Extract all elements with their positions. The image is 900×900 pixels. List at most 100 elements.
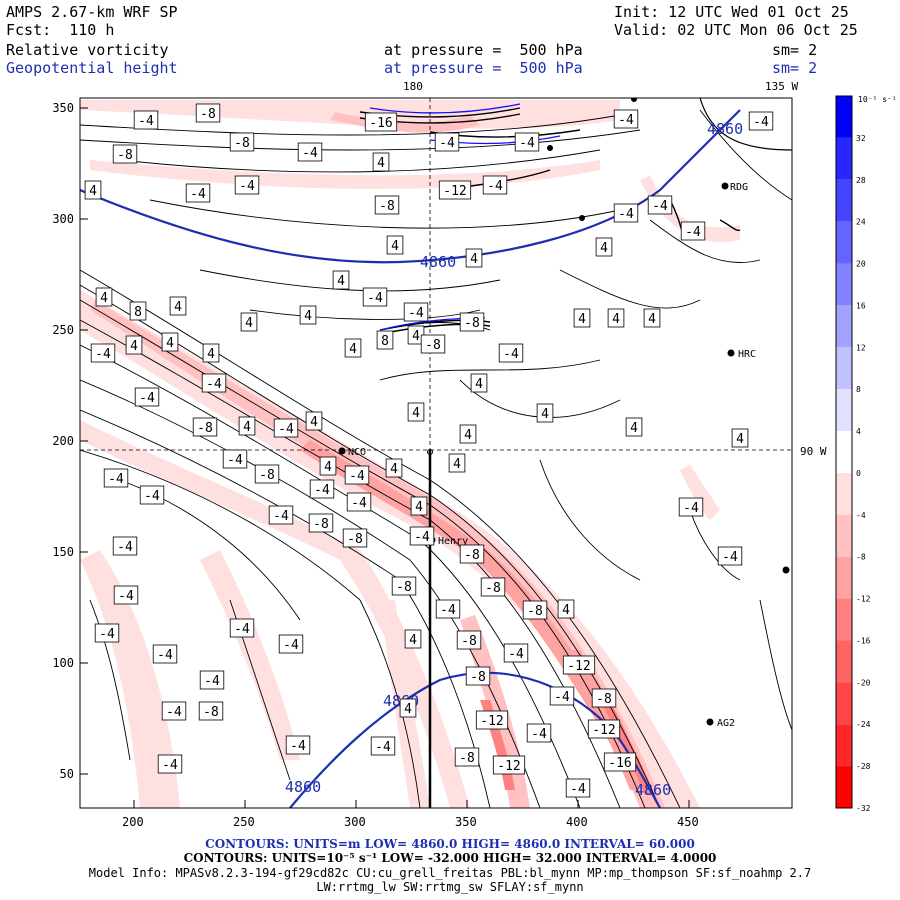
colorbar-swatch [836,598,852,641]
contour-label-box [222,449,248,469]
pressure-label-1: at pressure = [384,41,502,59]
contour-label-box [229,132,255,152]
height-label-southwest: 4860 [285,778,321,796]
contour-label-text: -4 [349,469,365,484]
colorbar-swatch [836,263,852,306]
colorbar-tick-label: -32 [856,804,871,813]
contour-label-box [309,479,335,499]
colorbar-tick-label: -20 [856,678,871,687]
x-tick-450: 450 [677,815,699,829]
forecast-hour-label: Fcst: 110 h [6,22,114,39]
contour-label-text: -4 [519,136,535,151]
contour-label-text: -8 [464,548,480,563]
contour-label-text: -4 [108,472,124,487]
colorbar-tick-label: -4 [856,511,866,520]
contour-label-text: -4 [144,489,160,504]
contour-label-text: -8 [347,532,363,547]
contour-label-text: -4 [204,674,220,689]
contour-label-box [268,505,294,525]
contour-label-text: -4 [652,199,668,214]
colorbar-swatch [836,682,852,725]
colorbar-swatch [836,556,852,599]
contour-label-box [470,373,488,393]
x-tick-350: 350 [455,815,477,829]
contour-label-box [185,183,211,203]
contour-label-text: 4 [324,460,332,475]
contour-label-text: 4 [377,156,385,171]
contour-label-box [492,755,526,775]
contour-label-box [434,132,460,152]
contour-label-text: -4 [138,114,154,129]
contour-label-box [112,144,138,164]
colorbar-units: 10⁻⁵ s⁻¹ [858,95,897,104]
contour-label-text: -12 [443,184,466,199]
pressure-value-2: 500 hPa [519,59,583,77]
colorbar-tick-label: -16 [856,636,871,645]
contour-label-text: -8 [234,136,250,151]
contour-label-text: -4 [157,648,173,663]
field1-name: Relative vorticity [6,41,169,59]
contour-label-box [332,270,350,290]
contour-label-text: -4 [166,705,182,720]
contour-label-text: 4 [562,603,570,618]
contour-label-box [459,544,485,564]
contour-label-box [717,546,743,566]
contour-label-text: -4 [439,136,455,151]
contour-label-box [133,110,159,130]
contour-label-text: -8 [379,199,395,214]
contour-label-text: 4 [412,406,420,421]
contour-label-box [234,175,260,195]
contour-label-text: -16 [608,756,631,771]
station-nco: NCO [348,447,366,458]
colorbar-swatch [836,766,852,808]
contour-label-box [95,287,113,307]
contour-label-text: -4 [570,782,586,797]
contour-label-box [562,655,596,675]
contour-label-text: -4 [95,347,111,362]
contour-label-box [680,221,706,241]
contour-label-box [410,496,428,516]
x-tick-250: 250 [233,815,255,829]
contour-label-box [125,335,143,355]
contour-label-text: -4 [508,647,524,662]
colorbar-tick-label: -24 [856,720,871,729]
contour-label-text: 4 [404,702,412,717]
contour-label-box [407,402,425,422]
contour-label-box [342,528,368,548]
contour-label-box [113,585,139,605]
y-tick-200: 200 [52,434,74,448]
contour-label-text: -4 [234,622,250,637]
contour-label-text: -8 [470,670,486,685]
y-axis-labels: 50 100 150 200 250 300 350 [52,101,74,781]
contour-label-text: -4 [162,758,178,773]
contour-label-text: -8 [313,517,329,532]
contour-label-text: 4 [612,312,620,327]
contour-label-box [522,600,548,620]
y-tick-350: 350 [52,101,74,115]
contour-label-box [591,688,617,708]
lon-label-135w: 135 W [765,80,798,93]
colorbar-tick-label: 16 [856,301,866,310]
contour-label-text: 4 [600,241,608,256]
contour-label-box [103,468,129,488]
colorbar-tick-label: 28 [856,176,866,185]
contour-label-text: 4 [736,432,744,447]
colorbar-swatch [836,724,852,767]
colorbar-swatch [836,472,852,515]
contour-label-text: 4 [412,329,420,344]
contour-label-text: 4 [475,377,483,392]
contour-label-box [607,308,625,328]
colorbar-swatch [836,221,852,264]
contour-label-text: 4 [243,420,251,435]
contour-label-box [475,710,509,730]
contour-label-box [480,577,506,597]
contour-label-text: -8 [259,468,275,483]
contour-label-text: -12 [480,714,503,729]
contour-label-text: -16 [369,116,392,131]
contour-label-box [526,723,552,743]
x-axis-labels: 200 250 300 350 400 450 [122,815,699,829]
contour-label-text: -8 [203,705,219,720]
field2-pressure: at pressure = 500 hPa [384,60,583,77]
contour-label-text: -4 [302,146,318,161]
colorbar-swatch [836,431,852,473]
